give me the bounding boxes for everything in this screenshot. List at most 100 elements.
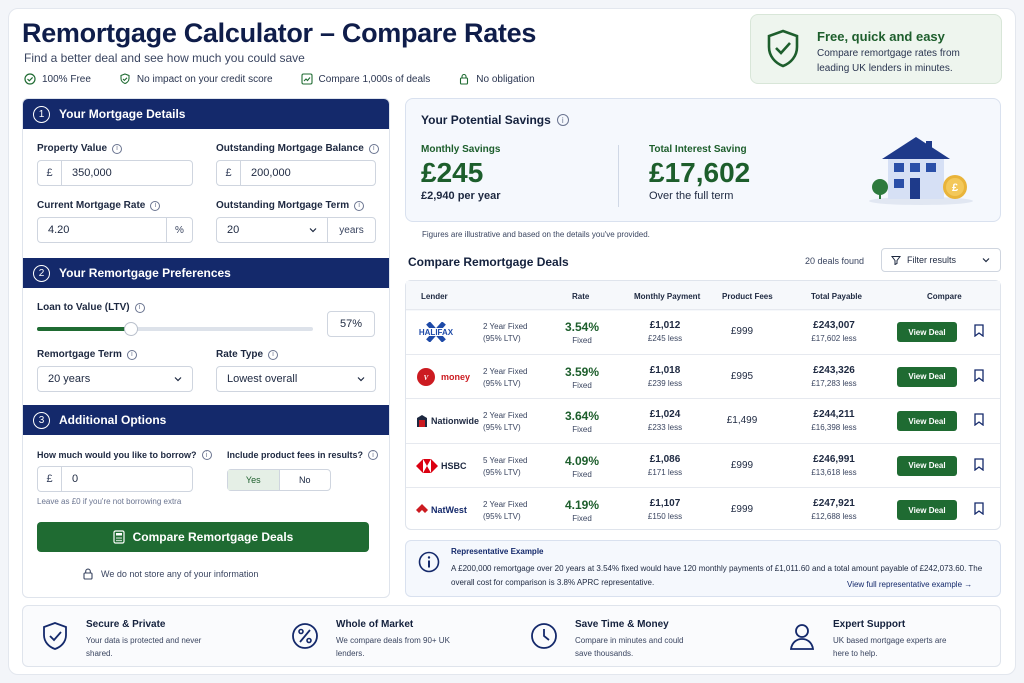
deals-count: 20 deals found [805, 256, 865, 266]
svg-text:£: £ [952, 182, 958, 194]
check-circle-icon [24, 73, 36, 85]
deal-product: 2 Year Fixed (95% LTV) [483, 411, 528, 432]
borrow-label: How much would you like to borrow? i [37, 450, 212, 460]
monthly-savings: Monthly Savings £245 £2,940 per year [421, 144, 501, 202]
table-row: HSBC 5 Year Fixed (95% LTV) 4.09% Fixed £1… [406, 442, 1000, 487]
promo-title: Free, quick and easy [817, 29, 945, 44]
info-icon[interactable]: i [368, 143, 379, 154]
ltv-slider[interactable] [37, 322, 313, 336]
deal-total-payable: £243,007 £17,602 less [811, 320, 857, 343]
rate-field[interactable]: 4.20% [37, 217, 193, 243]
lender-logo: HSBC [416, 456, 467, 476]
view-deal-button[interactable]: View Deal [897, 366, 957, 387]
view-deal-button[interactable]: View Deal [897, 500, 957, 520]
fees-no-option[interactable]: No [298, 475, 311, 485]
info-icon[interactable]: i [354, 200, 365, 211]
ltv-value[interactable]: 57% [327, 311, 375, 337]
info-icon[interactable]: i [556, 114, 569, 126]
deal-total-payable: £246,991 £13,618 less [811, 453, 857, 477]
info-icon[interactable]: i [150, 200, 161, 211]
deal-fee: £995 [730, 370, 754, 382]
borrow-field[interactable]: £0 [37, 466, 193, 492]
rate-type-select[interactable]: Lowest overall [216, 366, 376, 392]
total-saving: Total Interest Saving £17,602 Over the f… [649, 144, 751, 202]
bookmark-icon[interactable] [974, 324, 984, 337]
representative-example-link[interactable]: View full representative example → [847, 580, 973, 589]
chevron-down-icon [174, 377, 182, 382]
table-header: Lender Rate Monthly Payment Product Fees… [406, 281, 1000, 311]
table-row: HALIFAX 2 Year Fixed (95% LTV) 3.54% Fixed… [406, 309, 1000, 353]
deal-product: 2 Year Fixed (95% LTV) [483, 322, 528, 343]
lender-name: money [441, 371, 471, 382]
section-header-additional: 3 Additional Options [23, 405, 389, 435]
table-row: Nationwide 2 Year Fixed (95% LTV) 3.64% Fi… [406, 398, 1000, 442]
view-deal-button[interactable]: View Deal [897, 322, 957, 342]
deal-monthly-payment: £1,086 £171 less [647, 453, 683, 477]
borrow-note: Leave as £0 if you're not borrowing extr… [37, 497, 182, 506]
lender-logo: HALIFAX [416, 322, 456, 342]
shield-check-icon [43, 622, 67, 650]
deal-product: 5 Year Fixed (95% LTV) [483, 455, 528, 477]
promo-text: Compare remortgage rates from leading UK… [817, 48, 960, 74]
page-title: Remortgage Calculator – Compare Rates [22, 18, 537, 48]
chevron-down-icon [309, 228, 317, 233]
deal-rate: 3.59% Fixed [564, 364, 600, 390]
bookmark-icon[interactable] [974, 368, 984, 382]
bookmark-icon[interactable] [974, 413, 984, 426]
chevron-down-icon [357, 377, 365, 382]
info-icon[interactable]: i [126, 349, 137, 360]
info-icon[interactable]: i [201, 450, 212, 460]
savings-card: Your Potential Savings i Monthly Savings … [405, 98, 1001, 222]
view-deal-button[interactable]: View Deal [897, 411, 957, 431]
view-deal-button[interactable]: View Deal [897, 455, 957, 476]
bookmark-icon[interactable] [974, 457, 984, 471]
term-field[interactable]: 20 years [216, 217, 376, 243]
info-icon[interactable]: i [112, 143, 123, 154]
compare-deals-button[interactable]: Compare Remortgage Deals [37, 522, 369, 552]
filter-dropdown[interactable]: Filter results [881, 248, 1001, 272]
deal-product: 2 Year Fixed (95% LTV) [483, 366, 528, 388]
page-subtitle: Find a better deal and see how much you … [24, 51, 305, 65]
svg-text:HALIFAX: HALIFAX [419, 328, 454, 337]
deal-fee: £999 [730, 459, 754, 471]
calculator-icon [113, 530, 125, 544]
lender-name: NatWest [431, 505, 467, 515]
trust-compare: Compare 1,000s of deals [300, 73, 430, 85]
deal-fee: £1,499 [726, 415, 758, 426]
chevron-down-icon [982, 258, 990, 263]
deal-rate: 4.19% Fixed [564, 498, 600, 523]
virgin-logo: V [417, 367, 435, 386]
deal-total-payable: £244,211 £16,398 less [811, 409, 857, 432]
fees-yes-option[interactable]: Yes [228, 470, 280, 490]
deal-rate: 3.64% Fixed [564, 409, 600, 434]
deal-total-payable: £243,326 £17,283 less [811, 364, 857, 388]
divider [618, 145, 619, 207]
ltv-slider-handle[interactable] [124, 322, 138, 336]
deals-table: Lender Rate Monthly Payment Product Fees… [405, 280, 1001, 530]
trust-free: 100% Free [24, 73, 91, 85]
info-icon[interactable]: i [368, 450, 379, 460]
natwest-logo [416, 504, 428, 513]
bookmark-icon[interactable] [974, 502, 984, 515]
features-footer: Secure & Private Your data is protected a… [22, 605, 1001, 667]
ltv-slider-fill [37, 327, 131, 331]
svg-text:V: V [424, 374, 430, 382]
balance-field[interactable]: £200,000 [216, 160, 376, 186]
info-icon[interactable]: i [268, 349, 279, 360]
fees-toggle: Yes No [227, 469, 331, 491]
deals-title: Compare Remortgage Deals [408, 255, 569, 269]
property-value-field[interactable]: £350,000 [37, 160, 193, 186]
hsbc-logo [416, 458, 438, 473]
percent-icon [292, 623, 318, 649]
privacy-note: We do not store any of your information [83, 568, 258, 580]
remortgage-term-label: Remortgage Term i [37, 349, 137, 360]
deal-rate: 4.09% Fixed [564, 453, 600, 479]
halifax-logo: HALIFAX [416, 322, 456, 342]
info-icon[interactable]: i [134, 302, 145, 313]
deal-monthly-payment: £1,018 £239 less [647, 364, 683, 388]
trust-credit: No impact on your credit score [119, 73, 273, 85]
clock-icon [531, 623, 557, 649]
remortgage-term-select[interactable]: 20 years [37, 366, 193, 392]
lock-icon [83, 568, 93, 580]
info-icon [418, 551, 440, 573]
